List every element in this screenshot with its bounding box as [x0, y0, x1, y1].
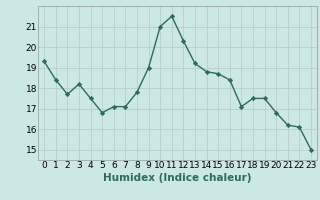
- X-axis label: Humidex (Indice chaleur): Humidex (Indice chaleur): [103, 173, 252, 183]
